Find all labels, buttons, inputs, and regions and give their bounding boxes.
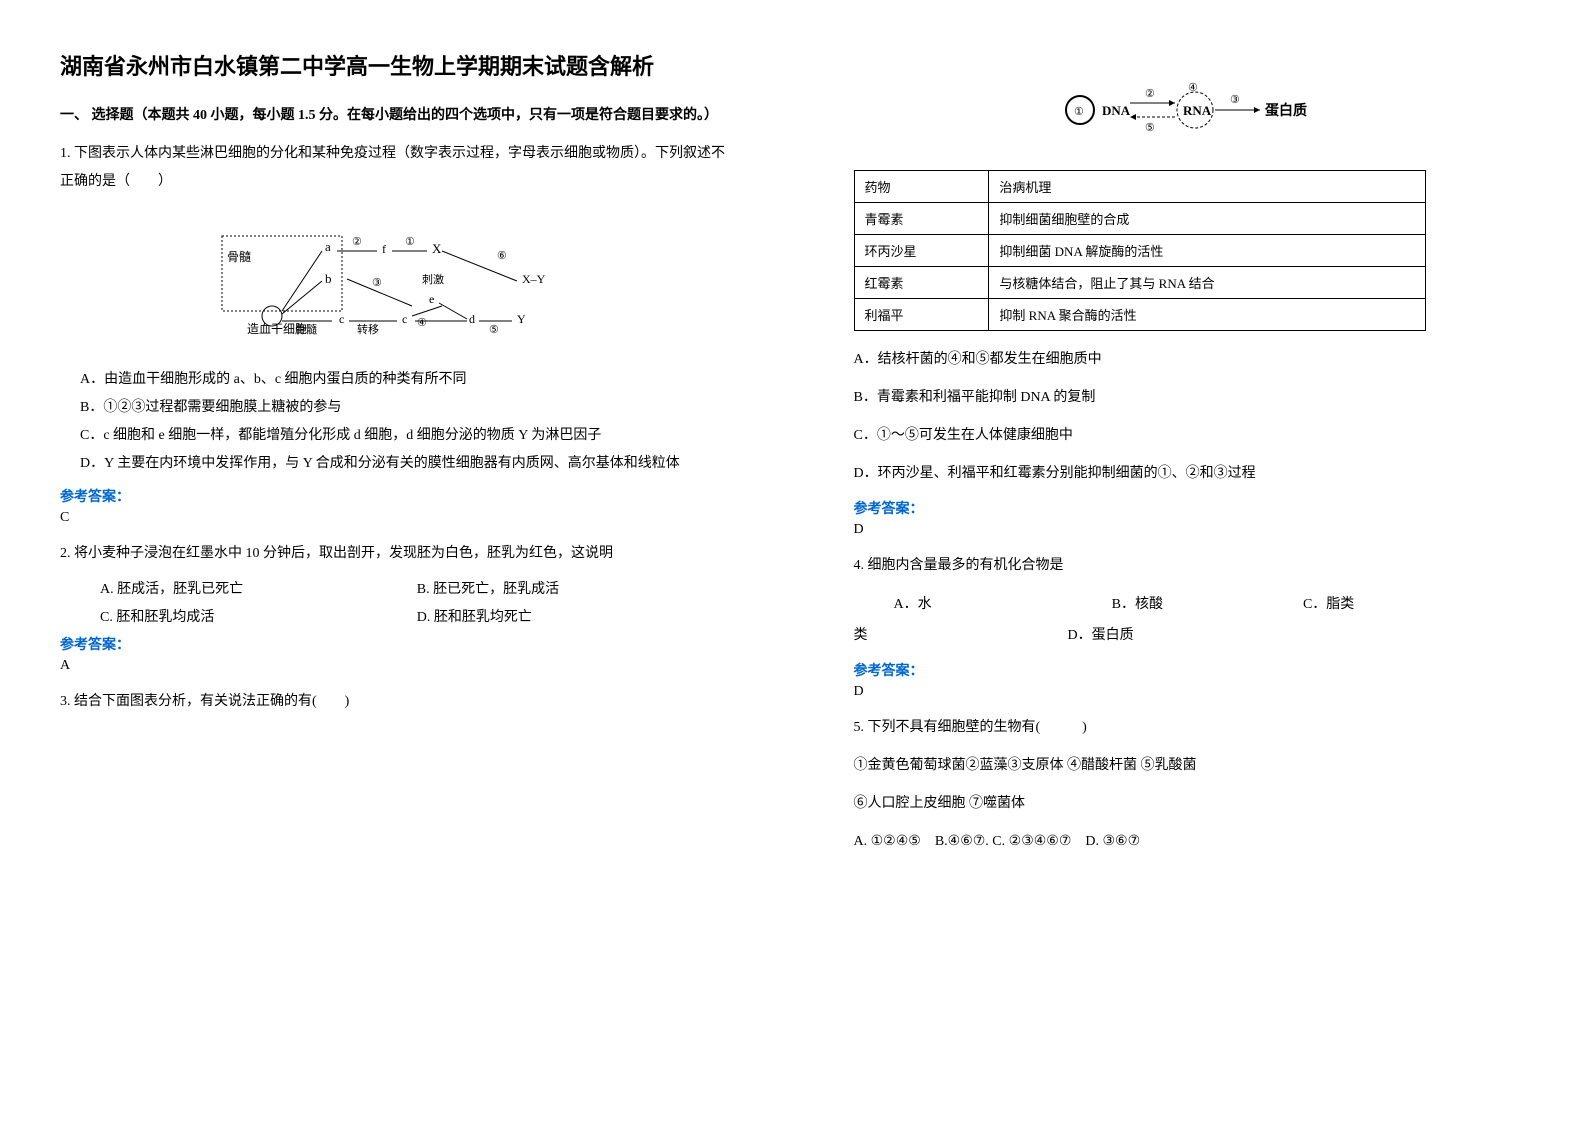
table-row: 环丙沙星 抑制细菌 DNA 解旋酶的活性 bbox=[854, 235, 1425, 267]
q1-answer-label: 参考答案： bbox=[60, 486, 734, 506]
svg-text:RNA: RNA bbox=[1183, 103, 1212, 118]
svg-text:e: e bbox=[429, 292, 434, 306]
q1-stem: 1. 下图表示人体内某些淋巴细胞的分化和某种免疫过程（数字表示过程，字母表示细胞… bbox=[60, 140, 734, 196]
q1-answer: C bbox=[60, 510, 734, 526]
svg-text:X–Y: X–Y bbox=[522, 272, 546, 286]
q4-optC: C．脂类 bbox=[1303, 590, 1354, 621]
q1-optD: D．Y 主要在内环境中发挥作用，与 Y 合成和分泌有关的膜性细胞器有内质网、高尔… bbox=[60, 450, 734, 478]
svg-text:骨髓: 骨髓 bbox=[227, 250, 251, 264]
q3-optB: B．青霉素和利福平能抑制 DNA 的复制 bbox=[854, 384, 1528, 412]
svg-text:⑤: ⑤ bbox=[1145, 122, 1155, 134]
table-cell: 利福平 bbox=[854, 299, 989, 331]
q1-optC: C．c 细胞和 e 细胞一样，都能增殖分化形成 d 细胞，d 细胞分泌的物质 Y… bbox=[60, 422, 734, 450]
diagram2-svg: ① DNA ② ⑤ ④ RNA ③ 蛋白质 bbox=[1060, 65, 1320, 155]
q2-row1: A. 胚成活，胚乳已死亡 B. 胚已死亡，胚乳成活 bbox=[60, 578, 734, 598]
table-cell: 环丙沙星 bbox=[854, 235, 989, 267]
svg-text:②: ② bbox=[352, 236, 362, 248]
q3-answer: D bbox=[854, 522, 1528, 538]
svg-text:①: ① bbox=[1074, 106, 1084, 118]
q4-options-row2: 类 D．蛋白质 bbox=[854, 621, 1528, 652]
q2-optC: C. 胚和胚乳均成活 bbox=[100, 606, 417, 626]
q4-options-row1: A．水 B．核酸 C．脂类 bbox=[854, 590, 1528, 621]
q5-line2: ⑥人口腔上皮细胞 ⑦噬菌体 bbox=[854, 790, 1528, 818]
q3-optC: C．①～⑤可发生在人体健康细胞中 bbox=[854, 422, 1528, 450]
q1-diagram: 骨髓 造血干细胞 a b 骨髓 c 转移 c ② f ① X ③ bbox=[60, 211, 734, 351]
q3-optA: A．结核杆菌的④和⑤都发生在细胞质中 bbox=[854, 346, 1528, 374]
svg-text:Y: Y bbox=[517, 312, 526, 326]
table-header: 治病机理 bbox=[989, 171, 1426, 203]
svg-text:c: c bbox=[402, 312, 407, 326]
left-column: 湖南省永州市白水镇第二中学高一生物上学期期末试题含解析 一、 选择题（本题共 4… bbox=[0, 0, 794, 1122]
q1-optA: A．由造血干细胞形成的 a、b、c 细胞内蛋白质的种类有所不同 bbox=[60, 366, 734, 394]
table-row: 红霉素 与核糖体结合，阻止了其与 RNA 结合 bbox=[854, 267, 1425, 299]
svg-text:③: ③ bbox=[372, 277, 382, 289]
svg-text:④: ④ bbox=[417, 317, 427, 329]
q4-optA: A．水 bbox=[894, 590, 932, 621]
q4-optB: B．核酸 bbox=[1112, 590, 1163, 621]
q3-table: 药物 治病机理 青霉素 抑制细菌细胞壁的合成 环丙沙星 抑制细菌 DNA 解旋酶… bbox=[854, 170, 1426, 331]
svg-text:c: c bbox=[339, 312, 344, 326]
svg-text:⑤: ⑤ bbox=[489, 324, 499, 336]
svg-text:②: ② bbox=[1145, 88, 1155, 100]
svg-text:a: a bbox=[325, 239, 331, 254]
q3-diagram: ① DNA ② ⑤ ④ RNA ③ 蛋白质 bbox=[854, 65, 1528, 155]
q2-answer: A bbox=[60, 658, 734, 674]
right-column: ① DNA ② ⑤ ④ RNA ③ 蛋白质 药物 治病机理 bbox=[794, 0, 1587, 1122]
q4-answer: D bbox=[854, 684, 1528, 700]
section-header: 一、 选择题（本题共 40 小题，每小题 1.5 分。在每小题给出的四个选项中，… bbox=[60, 103, 734, 128]
page-title: 湖南省永州市白水镇第二中学高一生物上学期期末试题含解析 bbox=[60, 50, 734, 83]
table-cell: 抑制细菌细胞壁的合成 bbox=[989, 203, 1426, 235]
table-cell: 红霉素 bbox=[854, 267, 989, 299]
q3-optD: D．环丙沙星、利福平和红霉素分别能抑制细菌的①、②和③过程 bbox=[854, 460, 1528, 488]
svg-text:蛋白质: 蛋白质 bbox=[1265, 102, 1307, 119]
table-cell: 与核糖体结合，阻止了其与 RNA 结合 bbox=[989, 267, 1426, 299]
q3-stem: 3. 结合下面图表分析，有关说法正确的有( ) bbox=[60, 688, 734, 716]
q4-stem: 4. 细胞内含量最多的有机化合物是 bbox=[854, 552, 1528, 580]
svg-text:骨髓: 骨髓 bbox=[295, 323, 317, 336]
q5-options: A. ①②④⑤ B.④⑥⑦. C. ②③④⑥⑦ D. ③⑥⑦ bbox=[854, 828, 1528, 856]
svg-text:d: d bbox=[469, 312, 475, 326]
table-cell: 抑制 RNA 聚合酶的活性 bbox=[989, 299, 1426, 331]
q1-optB: B．①②③过程都需要细胞膜上糖被的参与 bbox=[60, 394, 734, 422]
q2-row2: C. 胚和胚乳均成活 D. 胚和胚乳均死亡 bbox=[60, 606, 734, 626]
q4-optD: D．蛋白质 bbox=[1068, 621, 1134, 652]
table-row: 药物 治病机理 bbox=[854, 171, 1425, 203]
table-cell: 青霉素 bbox=[854, 203, 989, 235]
table-row: 利福平 抑制 RNA 聚合酶的活性 bbox=[854, 299, 1425, 331]
q3-answer-label: 参考答案： bbox=[854, 498, 1528, 518]
svg-text:刺激: 刺激 bbox=[422, 272, 444, 286]
q4-answer-label: 参考答案： bbox=[854, 660, 1528, 680]
svg-text:转移: 转移 bbox=[357, 322, 379, 336]
q2-answer-label: 参考答案： bbox=[60, 634, 734, 654]
svg-text:③: ③ bbox=[1230, 94, 1240, 106]
svg-text:DNA: DNA bbox=[1102, 103, 1131, 118]
svg-text:⑥: ⑥ bbox=[497, 250, 507, 262]
q2-optA: A. 胚成活，胚乳已死亡 bbox=[100, 578, 417, 598]
q5-line1: ①金黄色葡萄球菌②蓝藻③支原体 ④醋酸杆菌 ⑤乳酸菌 bbox=[854, 752, 1528, 780]
svg-text:b: b bbox=[325, 271, 332, 286]
diagram1-svg: 骨髓 造血干细胞 a b 骨髓 c 转移 c ② f ① X ③ bbox=[217, 211, 577, 351]
table-header: 药物 bbox=[854, 171, 989, 203]
table-cell: 抑制细菌 DNA 解旋酶的活性 bbox=[989, 235, 1426, 267]
svg-text:X: X bbox=[432, 241, 442, 256]
q2-stem: 2. 将小麦种子浸泡在红墨水中 10 分钟后，取出剖开，发现胚为白色，胚乳为红色… bbox=[60, 540, 734, 568]
q2-optD: D. 胚和胚乳均死亡 bbox=[417, 606, 734, 626]
table-row: 青霉素 抑制细菌细胞壁的合成 bbox=[854, 203, 1425, 235]
svg-text:①: ① bbox=[405, 236, 415, 248]
q2-optB: B. 胚已死亡，胚乳成活 bbox=[417, 578, 734, 598]
svg-text:f: f bbox=[382, 242, 386, 256]
svg-text:④: ④ bbox=[1188, 82, 1198, 94]
q5-stem: 5. 下列不具有细胞壁的生物有( ) bbox=[854, 714, 1528, 742]
